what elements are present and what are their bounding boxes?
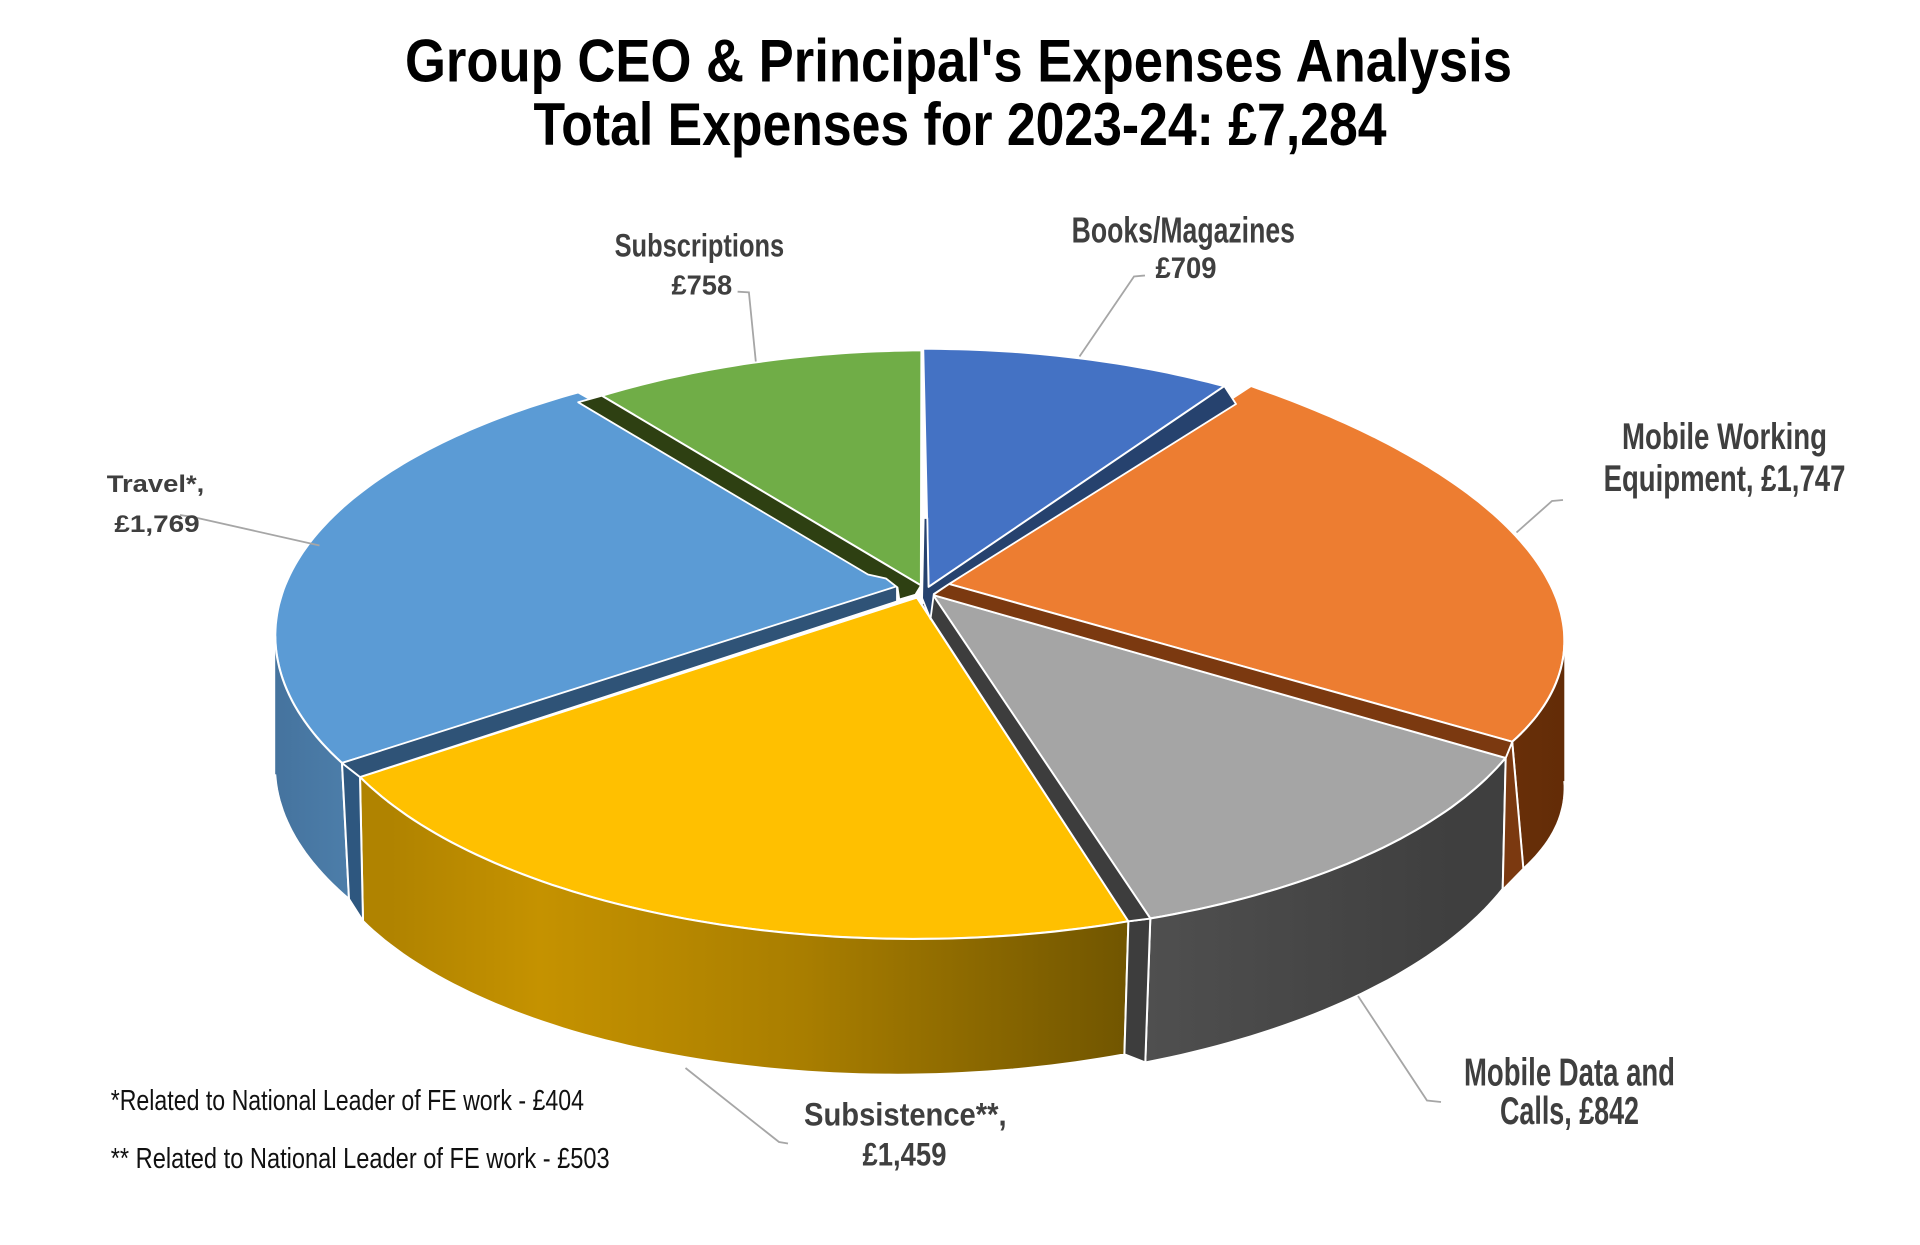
- svg-text:Calls, £842: Calls, £842: [1500, 1090, 1639, 1133]
- svg-text:Travel*,: Travel*,: [107, 471, 205, 498]
- svg-text:£1,769: £1,769: [114, 511, 199, 538]
- svg-text:Subsistence**,: Subsistence**,: [804, 1096, 1007, 1132]
- svg-text:Mobile Working: Mobile Working: [1622, 416, 1827, 457]
- svg-text:Total Expenses for 2023-24: £7: Total Expenses for 2023-24: £7,284: [534, 91, 1388, 158]
- svg-text:£709: £709: [1156, 252, 1217, 285]
- svg-text:** Related to National Leader: ** Related to National Leader of FE work…: [111, 1143, 610, 1175]
- svg-text:Mobile Data and: Mobile Data and: [1464, 1052, 1675, 1095]
- svg-text:Equipment, £1,747: Equipment, £1,747: [1604, 458, 1846, 499]
- svg-text:Group CEO & Principal's Expens: Group CEO & Principal's Expenses Analysi…: [405, 28, 1512, 95]
- svg-text:Subscriptions: Subscriptions: [615, 228, 785, 264]
- svg-text:£758: £758: [671, 270, 732, 301]
- svg-text:*Related to National Leader of: *Related to National Leader of FE work -…: [111, 1085, 584, 1117]
- svg-text:Books/Magazines: Books/Magazines: [1072, 210, 1295, 251]
- svg-text:£1,459: £1,459: [863, 1136, 947, 1172]
